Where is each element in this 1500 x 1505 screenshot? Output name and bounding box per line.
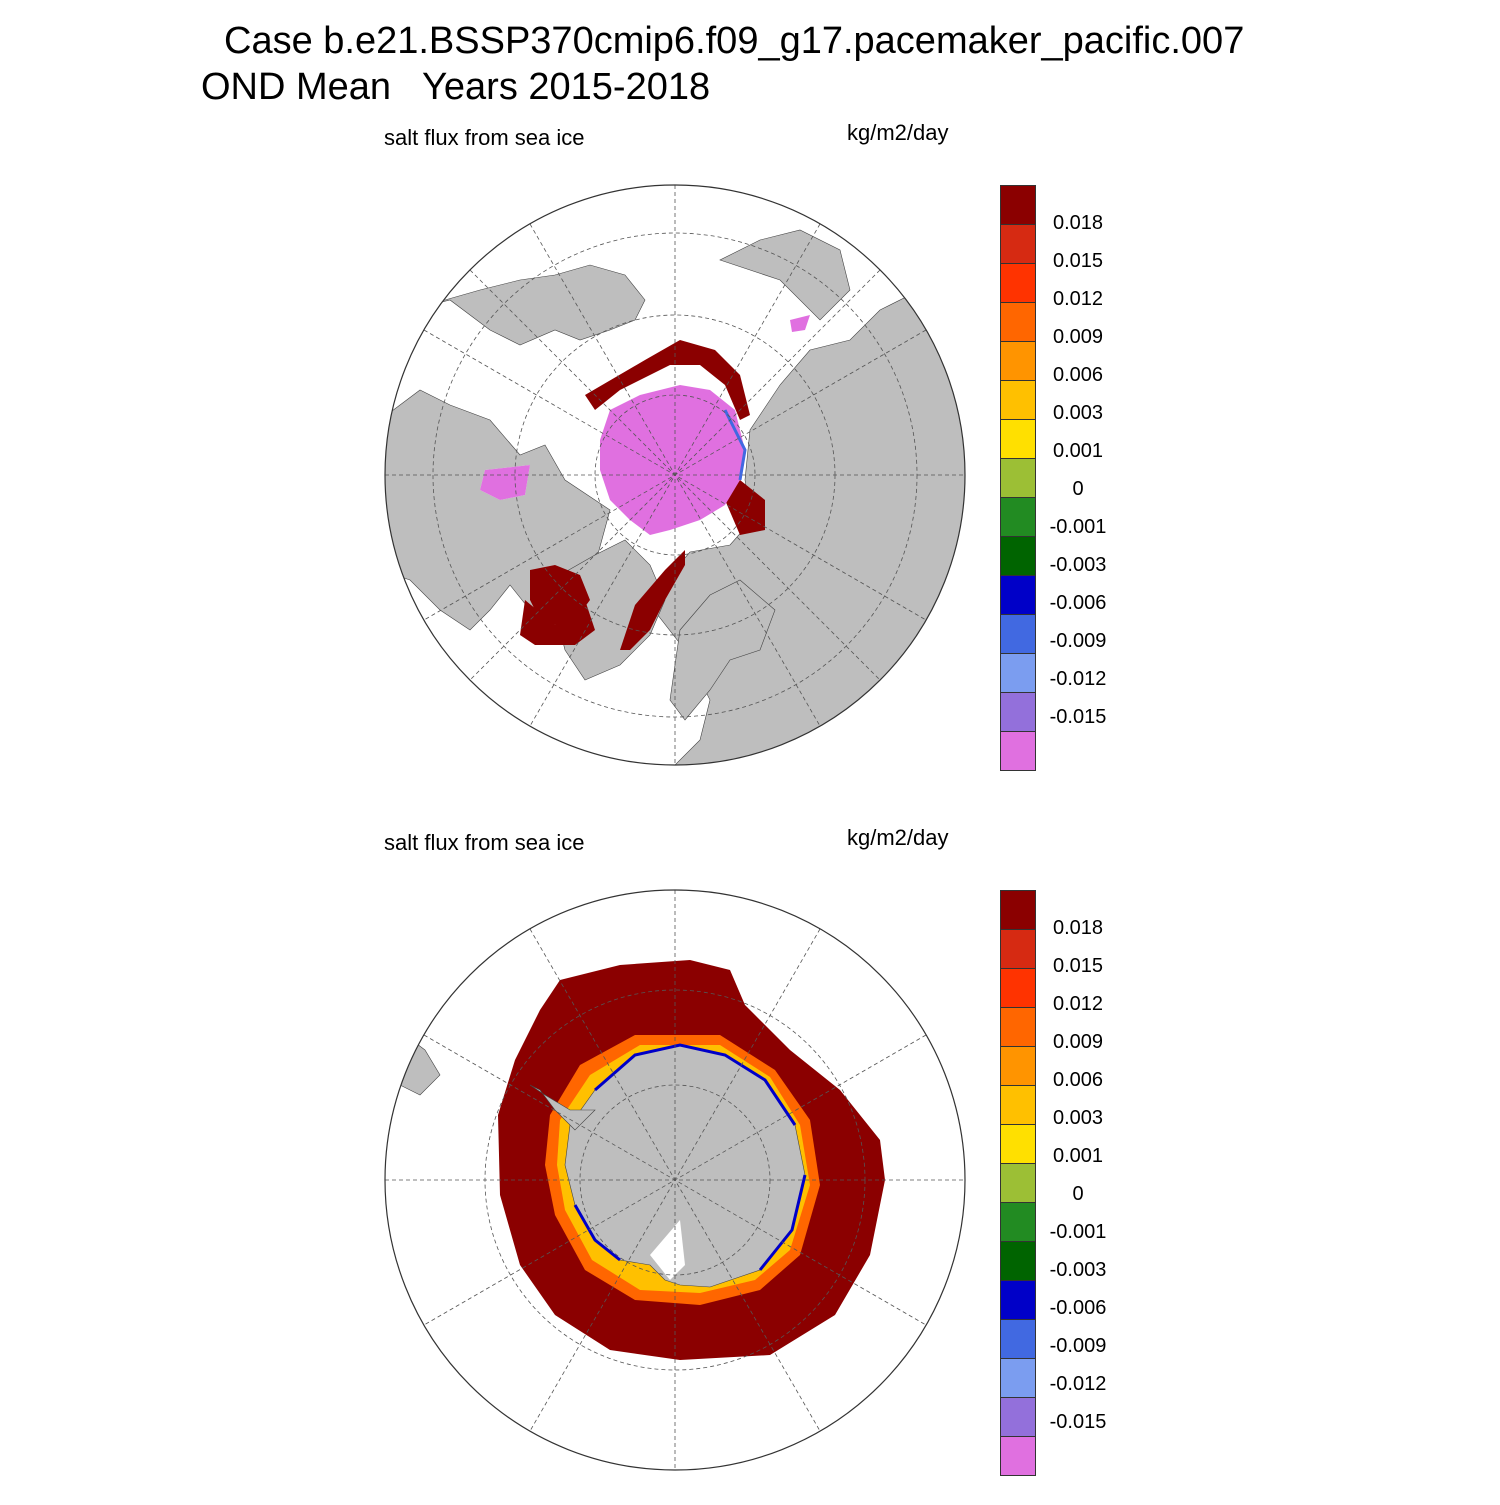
colorbar-tick-label: 0 [1072, 1183, 1084, 1205]
ross-ice-shelf [650, 1220, 685, 1280]
colorbar-tick-label: 0.003 [1052, 402, 1104, 424]
colorbar-box [1000, 692, 1036, 731]
colorbar-tick-label: 0.018 [1052, 212, 1104, 234]
map-border [384, 889, 966, 1471]
colorbar-tick-label: -0.001 [1049, 516, 1107, 538]
colorbar-box [1000, 653, 1036, 692]
colorbar-box [1000, 1358, 1036, 1397]
colorbar-box [1000, 263, 1036, 302]
south-colorbar [1000, 890, 1036, 1476]
colorbar-box [1000, 224, 1036, 263]
north-panel: salt flux from sea ice kg/m2/day [0, 100, 1500, 800]
map-border [384, 184, 966, 766]
colorbar-tick-label: 0 [1072, 478, 1084, 500]
colorbar-tick-label: 0.015 [1052, 250, 1104, 272]
colorbar-tick-label: 0.006 [1052, 364, 1104, 386]
colorbar-box [1000, 419, 1036, 458]
land-chukotka [719, 229, 851, 321]
colorbar-box [1000, 1397, 1036, 1436]
south-units-label: kg/m2/day [847, 825, 949, 850]
colorbar-tick-label: -0.006 [1049, 1297, 1107, 1319]
colorbar-box [1000, 1163, 1036, 1202]
colorbar-tick-label: -0.015 [1049, 1411, 1107, 1433]
north-units-label: kg/m2/day [847, 120, 949, 145]
ice-negative-central [600, 385, 745, 535]
colorbar-tick-label: -0.006 [1049, 592, 1107, 614]
antarctic-polar-map [384, 889, 966, 1471]
colorbar-box [1000, 1202, 1036, 1241]
colorbar-box [1000, 302, 1036, 341]
colorbar-box [1000, 341, 1036, 380]
colorbar-tick-label: 0.015 [1052, 955, 1104, 977]
colorbar-box [1000, 380, 1036, 419]
colorbar-tick-label: -0.012 [1049, 668, 1107, 690]
colorbar-box [1000, 1280, 1036, 1319]
ice-positive-ring [585, 340, 750, 420]
colorbar-tick-label: -0.001 [1049, 1221, 1107, 1243]
colorbar-box [1000, 1241, 1036, 1280]
colorbar-box [1000, 1319, 1036, 1358]
colorbar-box [1000, 1007, 1036, 1046]
colorbar-tick-label: 0.003 [1052, 1107, 1104, 1129]
colorbar-tick-label: -0.015 [1049, 706, 1107, 728]
colorbar-tick-label: 0.001 [1052, 440, 1104, 462]
colorbar-tick-label: 0.009 [1052, 1031, 1104, 1053]
ice-positive-hudson [520, 600, 595, 645]
colorbar-tick-label: -0.009 [1049, 1335, 1107, 1357]
colorbar-box [1000, 458, 1036, 497]
colorbar-tick-label: 0.012 [1052, 993, 1104, 1015]
land-antarctic-peninsula [529, 1084, 596, 1131]
north-variable-label: salt flux from sea ice [384, 125, 585, 150]
colorbar-tick-label: 0.001 [1052, 1145, 1104, 1167]
ice-negative-hudson [480, 465, 530, 500]
colorbar-tick-label: -0.009 [1049, 630, 1107, 652]
colorbar-tick-label: -0.012 [1049, 1373, 1107, 1395]
ice-positive-east [725, 480, 765, 535]
colorbar-box [1000, 1046, 1036, 1085]
figure-title-period: OND Mean Years 2015-2018 [201, 66, 711, 108]
colorbar-box [1000, 185, 1036, 224]
south-variable-label: salt flux from sea ice [384, 830, 585, 855]
colorbar-box [1000, 890, 1036, 929]
colorbar-box [1000, 929, 1036, 968]
colorbar-tick-label: 0.006 [1052, 1069, 1104, 1091]
colorbar-box [1000, 1124, 1036, 1163]
colorbar-tick-label: -0.003 [1049, 554, 1107, 576]
ice-negative-bering [790, 315, 810, 332]
colorbar-box [1000, 1436, 1036, 1476]
ice-negative-coastal [573, 1043, 807, 1271]
colorbar-tick-label: 0.018 [1052, 917, 1104, 939]
ice-positive-greenland [620, 550, 685, 650]
colorbar-tick-label: -0.003 [1049, 1259, 1107, 1281]
land-scandinavia [669, 579, 776, 721]
colorbar-box [1000, 968, 1036, 1007]
colorbar-box [1000, 1085, 1036, 1124]
colorbar-tick-label: 0.012 [1052, 288, 1104, 310]
land-alaska [409, 264, 646, 346]
north-colorbar [1000, 185, 1036, 771]
south-panel: salt flux from sea ice kg/m2/day [0, 805, 1500, 1505]
colorbar-box [1000, 614, 1036, 653]
colorbar-box [1000, 575, 1036, 614]
ice-blue-edge [723, 409, 747, 481]
arctic-polar-map [384, 184, 966, 766]
colorbar-tick-label: 0.009 [1052, 326, 1104, 348]
graticule [385, 890, 965, 1470]
figure-title-case: Case b.e21.BSSP370cmip6.f09_g17.pacemake… [224, 20, 1245, 62]
colorbar-box [1000, 536, 1036, 575]
graticule [385, 185, 965, 765]
colorbar-box [1000, 497, 1036, 536]
colorbar-box [1000, 731, 1036, 771]
